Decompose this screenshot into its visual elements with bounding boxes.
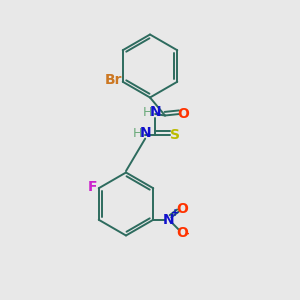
Text: O: O [176,226,188,240]
Text: N: N [149,105,161,119]
Text: S: S [170,128,180,142]
Text: N: N [140,126,151,140]
Text: N: N [163,213,175,227]
Text: O: O [176,202,188,216]
Text: O: O [178,107,190,121]
Text: H: H [132,127,142,140]
Text: H: H [142,106,152,119]
Text: F: F [87,180,97,194]
Text: Br: Br [104,73,122,87]
Text: -: - [184,229,189,238]
Text: +: + [171,208,179,218]
